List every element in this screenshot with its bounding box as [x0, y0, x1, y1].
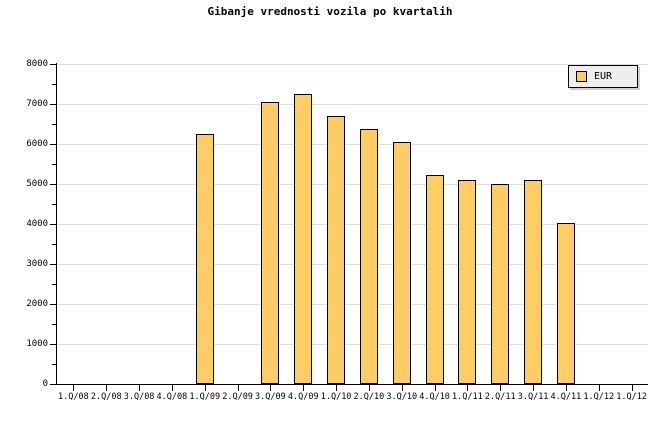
- y-axis-tick: [50, 384, 57, 385]
- x-axis-tick-label: 3.Q/10: [386, 392, 418, 402]
- x-axis-tick: [172, 385, 173, 391]
- x-axis-tick: [139, 385, 140, 391]
- y-axis-tick: [50, 344, 57, 345]
- bar[interactable]: [294, 94, 313, 384]
- x-axis-tick: [106, 385, 107, 391]
- x-axis-tick-label: 1.Q/09: [189, 392, 221, 402]
- y-axis-tick-label: 3000: [26, 259, 48, 269]
- y-axis-tick-label: 0: [42, 379, 48, 389]
- x-axis-tick-label: 3.Q/11: [517, 392, 549, 402]
- x-axis-tick-label: 4.Q/10: [419, 392, 450, 402]
- x-axis-tick: [73, 385, 74, 391]
- chart-legend[interactable]: EUR: [568, 65, 638, 88]
- x-axis-tick-label: 1.Q/12: [583, 392, 615, 402]
- gridline: [57, 224, 648, 225]
- x-axis-tick: [205, 385, 206, 391]
- x-axis-tick: [303, 385, 304, 391]
- y-axis-tick-label: 7000: [26, 99, 48, 109]
- y-axis-minor-tick: [52, 164, 57, 165]
- gridline: [57, 344, 648, 345]
- bar[interactable]: [195, 134, 214, 384]
- x-axis-tick: [632, 385, 633, 391]
- gridline: [57, 64, 648, 65]
- y-axis-minor-tick: [52, 324, 57, 325]
- gridline: [57, 104, 648, 105]
- bar[interactable]: [524, 180, 543, 384]
- x-axis-tick: [500, 385, 501, 391]
- y-axis-tick-label: 4000: [26, 219, 48, 229]
- x-axis-tick: [369, 385, 370, 391]
- chart-title: Gibanje vrednosti vozila po kvartalih: [207, 5, 453, 18]
- y-axis-tick-label: 1000: [26, 339, 48, 349]
- gridline: [57, 264, 648, 265]
- bar[interactable]: [458, 180, 477, 384]
- x-axis-tick-label: 3.Q/09: [255, 392, 286, 402]
- y-axis-tick-label: 5000: [26, 179, 48, 189]
- y-axis-tick: [50, 224, 57, 225]
- x-axis-tick: [467, 385, 468, 391]
- x-axis-tick-label: 2.Q/08: [90, 392, 122, 402]
- x-axis-tick: [566, 385, 567, 391]
- x-axis-tick-label: 1.Q/08: [58, 392, 89, 402]
- x-axis-tick: [238, 385, 239, 391]
- x-axis-tick-label: 2.Q/11: [484, 392, 516, 402]
- x-axis-line: [56, 384, 648, 385]
- y-axis-tick-label: 2000: [26, 299, 48, 309]
- gridline: [57, 144, 648, 145]
- x-axis-tick-label: 1.Q/11: [452, 392, 483, 402]
- y-axis-minor-tick: [52, 284, 57, 285]
- y-axis-tick: [50, 304, 57, 305]
- x-axis-tick: [599, 385, 600, 391]
- y-axis-minor-tick: [52, 244, 57, 245]
- y-axis-minor-tick: [52, 364, 57, 365]
- x-axis-tick: [533, 385, 534, 391]
- legend-swatch-eur: [576, 71, 587, 82]
- y-axis-line: [56, 63, 57, 385]
- bar[interactable]: [556, 223, 575, 384]
- x-axis-tick: [435, 385, 436, 391]
- y-axis-minor-tick: [52, 84, 57, 85]
- bar[interactable]: [359, 128, 378, 384]
- bar[interactable]: [261, 102, 280, 384]
- y-axis-tick: [50, 104, 57, 105]
- x-axis-tick-label: 1.Q/12: [616, 392, 647, 402]
- bar[interactable]: [425, 174, 444, 384]
- x-axis-tick-label: 4.Q/08: [156, 392, 188, 402]
- x-axis-tick-label: 2.Q/10: [353, 392, 385, 402]
- y-axis-minor-tick: [52, 124, 57, 125]
- bar[interactable]: [392, 142, 411, 384]
- y-axis-tick: [50, 184, 57, 185]
- x-axis-tick-label: 4.Q/11: [550, 392, 582, 402]
- y-axis-tick: [50, 264, 57, 265]
- x-axis-tick: [402, 385, 403, 391]
- x-axis-tick: [270, 385, 271, 391]
- gridline: [57, 304, 648, 305]
- bar[interactable]: [327, 116, 346, 384]
- gridline: [57, 184, 648, 185]
- x-axis-tick-label: 3.Q/08: [123, 392, 155, 402]
- legend-label-eur: EUR: [594, 71, 613, 82]
- x-axis-tick-label: 1.Q/10: [320, 392, 352, 402]
- bar[interactable]: [491, 183, 510, 384]
- x-axis-tick: [336, 385, 337, 391]
- x-axis-tick-label: 4.Q/09: [287, 392, 319, 402]
- y-axis-tick-label: 6000: [26, 139, 48, 149]
- plot-area: [57, 64, 648, 384]
- y-axis-tick-label: 8000: [26, 59, 48, 69]
- y-axis-tick: [50, 144, 57, 145]
- y-axis-minor-tick: [52, 204, 57, 205]
- y-axis-tick: [50, 64, 57, 65]
- x-axis-tick-label: 2.Q/09: [222, 392, 253, 402]
